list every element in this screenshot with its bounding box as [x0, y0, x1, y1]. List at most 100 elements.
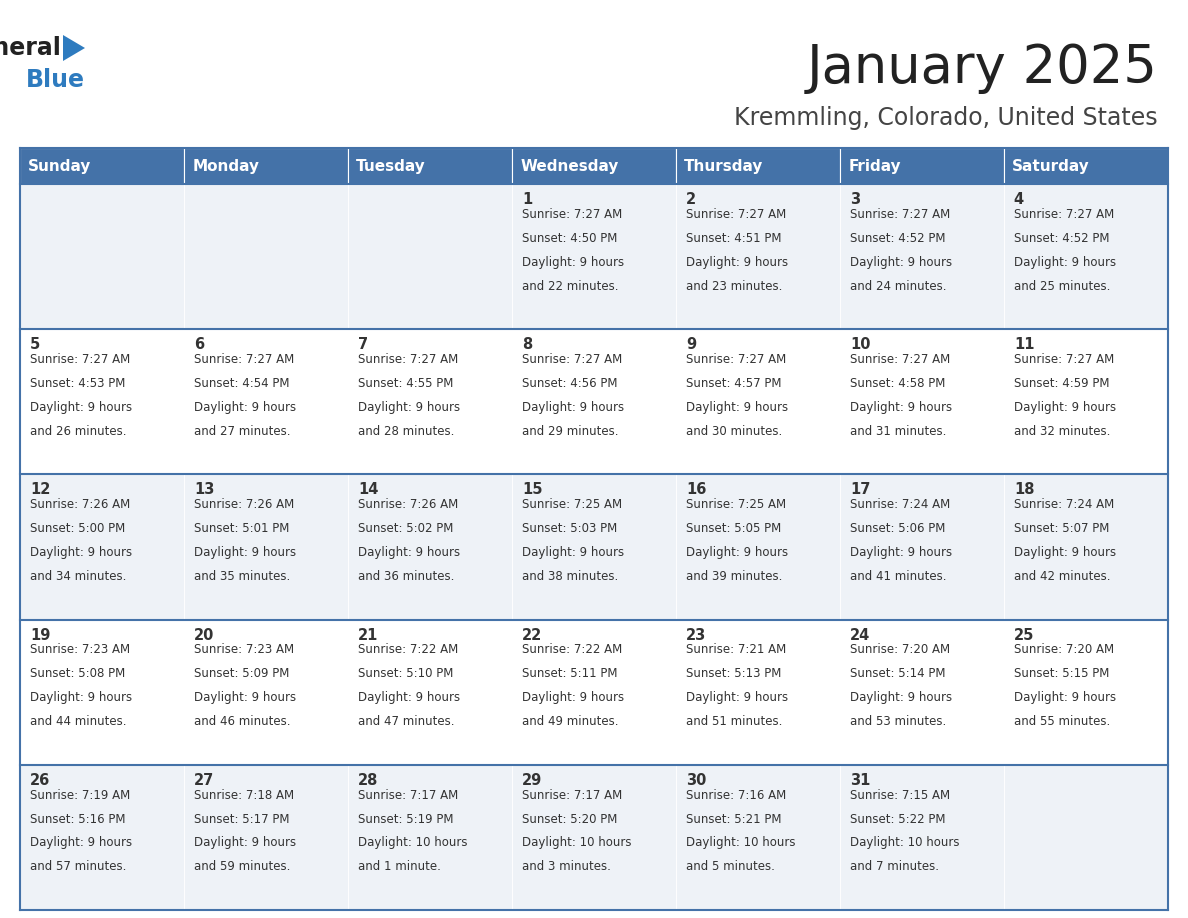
Bar — [512, 330, 676, 475]
Bar — [20, 184, 184, 330]
Text: 24: 24 — [849, 628, 870, 643]
Bar — [1004, 620, 1168, 765]
Bar — [1004, 148, 1168, 184]
Text: Kremmling, Colorado, United States: Kremmling, Colorado, United States — [734, 106, 1158, 130]
Text: Sunset: 5:11 PM: Sunset: 5:11 PM — [522, 667, 618, 680]
Text: 19: 19 — [30, 628, 50, 643]
Bar — [348, 765, 512, 910]
Text: Sunset: 5:02 PM: Sunset: 5:02 PM — [358, 522, 453, 535]
Text: Sunset: 5:05 PM: Sunset: 5:05 PM — [685, 522, 781, 535]
Text: Sunrise: 7:27 AM: Sunrise: 7:27 AM — [522, 207, 623, 220]
Text: Sunset: 4:51 PM: Sunset: 4:51 PM — [685, 231, 782, 245]
Bar — [676, 620, 840, 765]
Text: 11: 11 — [1013, 337, 1035, 353]
Text: and 35 minutes.: and 35 minutes. — [194, 570, 290, 583]
Text: Thursday: Thursday — [684, 159, 764, 174]
Text: Daylight: 9 hours: Daylight: 9 hours — [194, 691, 296, 704]
Bar — [184, 475, 348, 620]
Bar — [676, 184, 840, 330]
Text: Daylight: 9 hours: Daylight: 9 hours — [685, 546, 788, 559]
Bar — [1004, 765, 1168, 910]
Text: 12: 12 — [30, 482, 50, 498]
Text: 10: 10 — [849, 337, 871, 353]
Bar — [840, 184, 1004, 330]
Text: 28: 28 — [358, 773, 378, 788]
Text: Sunrise: 7:27 AM: Sunrise: 7:27 AM — [849, 207, 950, 220]
Bar — [676, 330, 840, 475]
Bar — [184, 765, 348, 910]
Text: Daylight: 9 hours: Daylight: 9 hours — [1013, 256, 1116, 269]
Text: and 23 minutes.: and 23 minutes. — [685, 280, 782, 293]
Bar — [512, 765, 676, 910]
Text: and 5 minutes.: and 5 minutes. — [685, 860, 775, 873]
Text: Daylight: 9 hours: Daylight: 9 hours — [522, 546, 624, 559]
Text: and 57 minutes.: and 57 minutes. — [30, 860, 126, 873]
Text: and 1 minute.: and 1 minute. — [358, 860, 441, 873]
Text: Daylight: 9 hours: Daylight: 9 hours — [522, 691, 624, 704]
Text: Sunrise: 7:15 AM: Sunrise: 7:15 AM — [849, 789, 950, 801]
Text: and 38 minutes.: and 38 minutes. — [522, 570, 618, 583]
Bar — [348, 330, 512, 475]
Text: 9: 9 — [685, 337, 696, 353]
Text: Sunset: 4:56 PM: Sunset: 4:56 PM — [522, 377, 618, 390]
Text: and 49 minutes.: and 49 minutes. — [522, 715, 618, 728]
Text: Sunset: 4:52 PM: Sunset: 4:52 PM — [1013, 231, 1110, 245]
Text: 7: 7 — [358, 337, 368, 353]
Text: and 41 minutes.: and 41 minutes. — [849, 570, 947, 583]
Text: Wednesday: Wednesday — [520, 159, 619, 174]
Text: Friday: Friday — [848, 159, 901, 174]
Text: Sunrise: 7:22 AM: Sunrise: 7:22 AM — [358, 644, 459, 656]
Text: Sunrise: 7:17 AM: Sunrise: 7:17 AM — [522, 789, 623, 801]
Bar — [348, 184, 512, 330]
Text: Sunset: 5:10 PM: Sunset: 5:10 PM — [358, 667, 453, 680]
Text: Sunrise: 7:27 AM: Sunrise: 7:27 AM — [30, 353, 131, 366]
Text: and 30 minutes.: and 30 minutes. — [685, 425, 782, 438]
Bar — [840, 330, 1004, 475]
Text: Sunset: 4:58 PM: Sunset: 4:58 PM — [849, 377, 946, 390]
Text: Sunset: 4:54 PM: Sunset: 4:54 PM — [194, 377, 290, 390]
Text: 5: 5 — [30, 337, 40, 353]
Text: 26: 26 — [30, 773, 50, 788]
Text: Daylight: 9 hours: Daylight: 9 hours — [30, 691, 132, 704]
Text: Daylight: 9 hours: Daylight: 9 hours — [358, 691, 460, 704]
Text: and 44 minutes.: and 44 minutes. — [30, 715, 126, 728]
Text: Sunset: 5:16 PM: Sunset: 5:16 PM — [30, 812, 126, 825]
Text: and 24 minutes.: and 24 minutes. — [849, 280, 947, 293]
Text: and 28 minutes.: and 28 minutes. — [358, 425, 454, 438]
Text: Sunset: 5:06 PM: Sunset: 5:06 PM — [849, 522, 946, 535]
Bar — [676, 765, 840, 910]
Text: Sunset: 5:13 PM: Sunset: 5:13 PM — [685, 667, 782, 680]
Text: Sunrise: 7:23 AM: Sunrise: 7:23 AM — [30, 644, 129, 656]
Text: 25: 25 — [1013, 628, 1035, 643]
Text: Daylight: 10 hours: Daylight: 10 hours — [358, 836, 467, 849]
Text: Sunset: 5:19 PM: Sunset: 5:19 PM — [358, 812, 454, 825]
Text: Daylight: 10 hours: Daylight: 10 hours — [849, 836, 960, 849]
Text: Sunset: 4:55 PM: Sunset: 4:55 PM — [358, 377, 453, 390]
Text: 3: 3 — [849, 192, 860, 207]
Bar — [184, 330, 348, 475]
Text: Sunrise: 7:27 AM: Sunrise: 7:27 AM — [849, 353, 950, 366]
Text: and 22 minutes.: and 22 minutes. — [522, 280, 618, 293]
Text: Sunrise: 7:27 AM: Sunrise: 7:27 AM — [685, 207, 786, 220]
Text: Daylight: 9 hours: Daylight: 9 hours — [30, 546, 132, 559]
Text: 1: 1 — [522, 192, 532, 207]
Text: Sunrise: 7:25 AM: Sunrise: 7:25 AM — [685, 498, 786, 511]
Text: and 51 minutes.: and 51 minutes. — [685, 715, 782, 728]
Text: Sunset: 4:52 PM: Sunset: 4:52 PM — [849, 231, 946, 245]
Text: Daylight: 9 hours: Daylight: 9 hours — [1013, 546, 1116, 559]
Text: and 46 minutes.: and 46 minutes. — [194, 715, 290, 728]
Bar — [676, 148, 840, 184]
Text: Sunset: 5:09 PM: Sunset: 5:09 PM — [194, 667, 289, 680]
Text: Sunset: 4:53 PM: Sunset: 4:53 PM — [30, 377, 125, 390]
Bar — [512, 148, 676, 184]
Text: Sunrise: 7:21 AM: Sunrise: 7:21 AM — [685, 644, 786, 656]
Text: Daylight: 9 hours: Daylight: 9 hours — [1013, 401, 1116, 414]
Text: Sunrise: 7:20 AM: Sunrise: 7:20 AM — [849, 644, 950, 656]
Bar — [512, 620, 676, 765]
Bar — [20, 148, 184, 184]
Bar — [840, 620, 1004, 765]
Text: 8: 8 — [522, 337, 532, 353]
Bar — [1004, 184, 1168, 330]
Bar — [348, 475, 512, 620]
Text: Sunrise: 7:27 AM: Sunrise: 7:27 AM — [194, 353, 295, 366]
